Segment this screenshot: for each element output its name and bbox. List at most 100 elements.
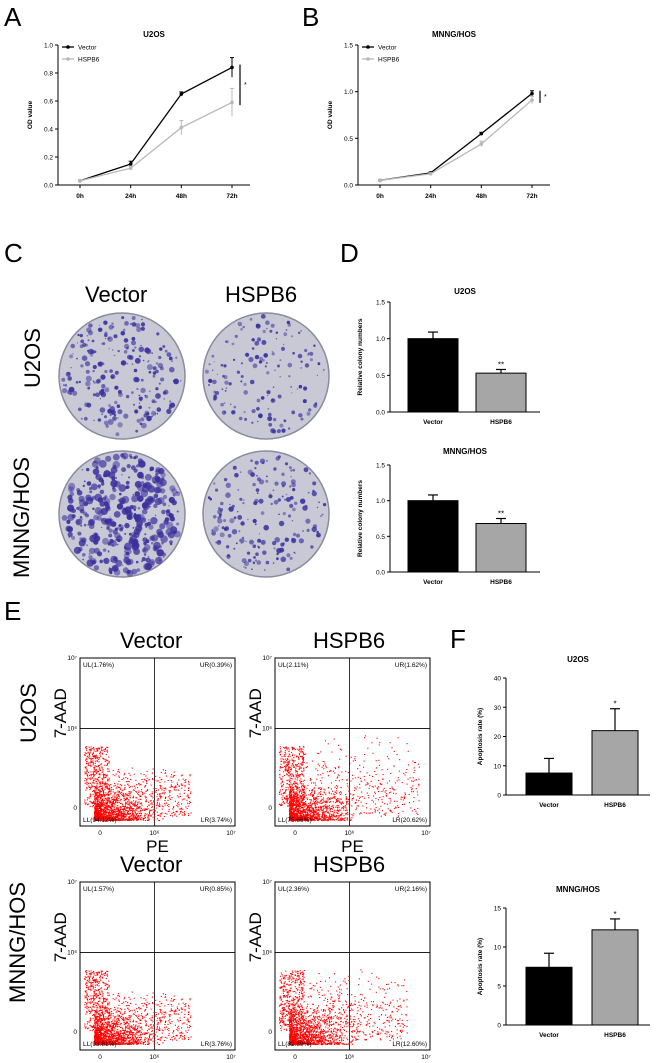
event-dot xyxy=(329,814,331,816)
event-dot xyxy=(372,752,374,754)
event-dot xyxy=(302,811,304,813)
event-dot xyxy=(389,788,391,790)
event-dot xyxy=(110,792,112,794)
event-dot xyxy=(122,789,124,791)
event-dot xyxy=(89,789,91,791)
event-dot xyxy=(296,798,298,800)
event-dot xyxy=(412,810,414,812)
event-dot xyxy=(176,804,178,806)
event-dot xyxy=(93,801,95,803)
event-dot xyxy=(110,805,112,807)
event-dot xyxy=(161,808,163,810)
colony xyxy=(303,467,309,473)
event-dot xyxy=(300,763,302,765)
colony xyxy=(224,527,228,531)
event-dot xyxy=(135,805,137,807)
event-dot xyxy=(99,806,101,808)
colony xyxy=(155,556,163,565)
event-dot xyxy=(164,787,166,789)
event-dot xyxy=(135,814,137,816)
event-dot xyxy=(107,760,109,762)
event-dot xyxy=(128,781,130,783)
event-dot xyxy=(294,796,296,798)
event-dot xyxy=(101,799,103,801)
event-dot xyxy=(146,806,148,808)
event-dot xyxy=(153,808,155,810)
quadrant-ur: UR(0.39%) xyxy=(200,662,232,669)
event-dot xyxy=(340,801,342,803)
event-dot xyxy=(295,774,297,776)
event-dot xyxy=(385,812,387,814)
event-dot xyxy=(101,800,103,802)
colony xyxy=(155,362,159,365)
event-dot xyxy=(293,748,295,750)
event-dot xyxy=(326,820,328,822)
colony xyxy=(103,505,106,507)
colony xyxy=(138,394,141,397)
event-dot xyxy=(295,802,297,804)
x-tick-label: 10⁶ xyxy=(149,830,159,837)
event-dot xyxy=(98,818,100,820)
event-dot xyxy=(145,809,147,811)
event-dot xyxy=(293,794,295,796)
colony xyxy=(172,493,176,497)
event-dot xyxy=(181,807,183,809)
event-dot xyxy=(293,793,295,795)
event-dot xyxy=(124,772,126,774)
colony xyxy=(103,420,109,426)
event-dot xyxy=(323,816,325,818)
event-dot xyxy=(96,805,98,807)
event-dot xyxy=(115,814,117,816)
colony xyxy=(114,400,118,405)
colony xyxy=(171,360,174,363)
event-dot xyxy=(148,814,150,816)
x-tick-label: 48h xyxy=(476,193,487,200)
colony xyxy=(133,531,140,539)
colony xyxy=(118,524,122,527)
event-dot xyxy=(108,788,110,790)
event-dot xyxy=(296,810,298,812)
event-dot xyxy=(389,802,391,804)
event-dot xyxy=(300,808,302,810)
event-dot xyxy=(116,794,118,796)
event-dot xyxy=(95,816,97,818)
event-dot xyxy=(398,779,400,781)
event-dot xyxy=(123,808,125,810)
event-dot xyxy=(303,815,305,817)
colony xyxy=(285,329,288,331)
colony xyxy=(208,379,213,383)
event-dot xyxy=(108,780,110,782)
event-dot xyxy=(131,819,133,821)
event-dot xyxy=(290,804,292,806)
event-dot xyxy=(92,762,94,764)
event-dot xyxy=(283,747,285,749)
colony xyxy=(93,514,99,521)
event-dot xyxy=(94,815,96,817)
event-dot xyxy=(293,747,295,749)
colony xyxy=(102,548,107,552)
event-dot xyxy=(294,782,296,784)
event-dot xyxy=(114,803,116,805)
colony xyxy=(233,405,237,409)
event-dot xyxy=(131,811,133,813)
colony xyxy=(116,404,121,408)
event-dot xyxy=(149,813,151,815)
event-dot xyxy=(292,812,294,814)
data-point xyxy=(128,166,133,170)
event-dot xyxy=(289,784,291,786)
colony xyxy=(125,559,132,566)
colony xyxy=(316,530,319,534)
event-dot xyxy=(94,819,96,821)
event-dot xyxy=(323,800,325,802)
event-dot xyxy=(95,781,97,783)
event-dot xyxy=(92,802,94,804)
colony xyxy=(97,510,104,517)
event-dot xyxy=(317,813,319,815)
event-dot xyxy=(180,808,182,810)
colony xyxy=(240,328,243,331)
event-dot xyxy=(98,761,100,763)
event-dot xyxy=(138,790,140,792)
event-dot xyxy=(103,775,105,777)
event-dot xyxy=(96,786,98,788)
event-dot xyxy=(340,815,342,817)
